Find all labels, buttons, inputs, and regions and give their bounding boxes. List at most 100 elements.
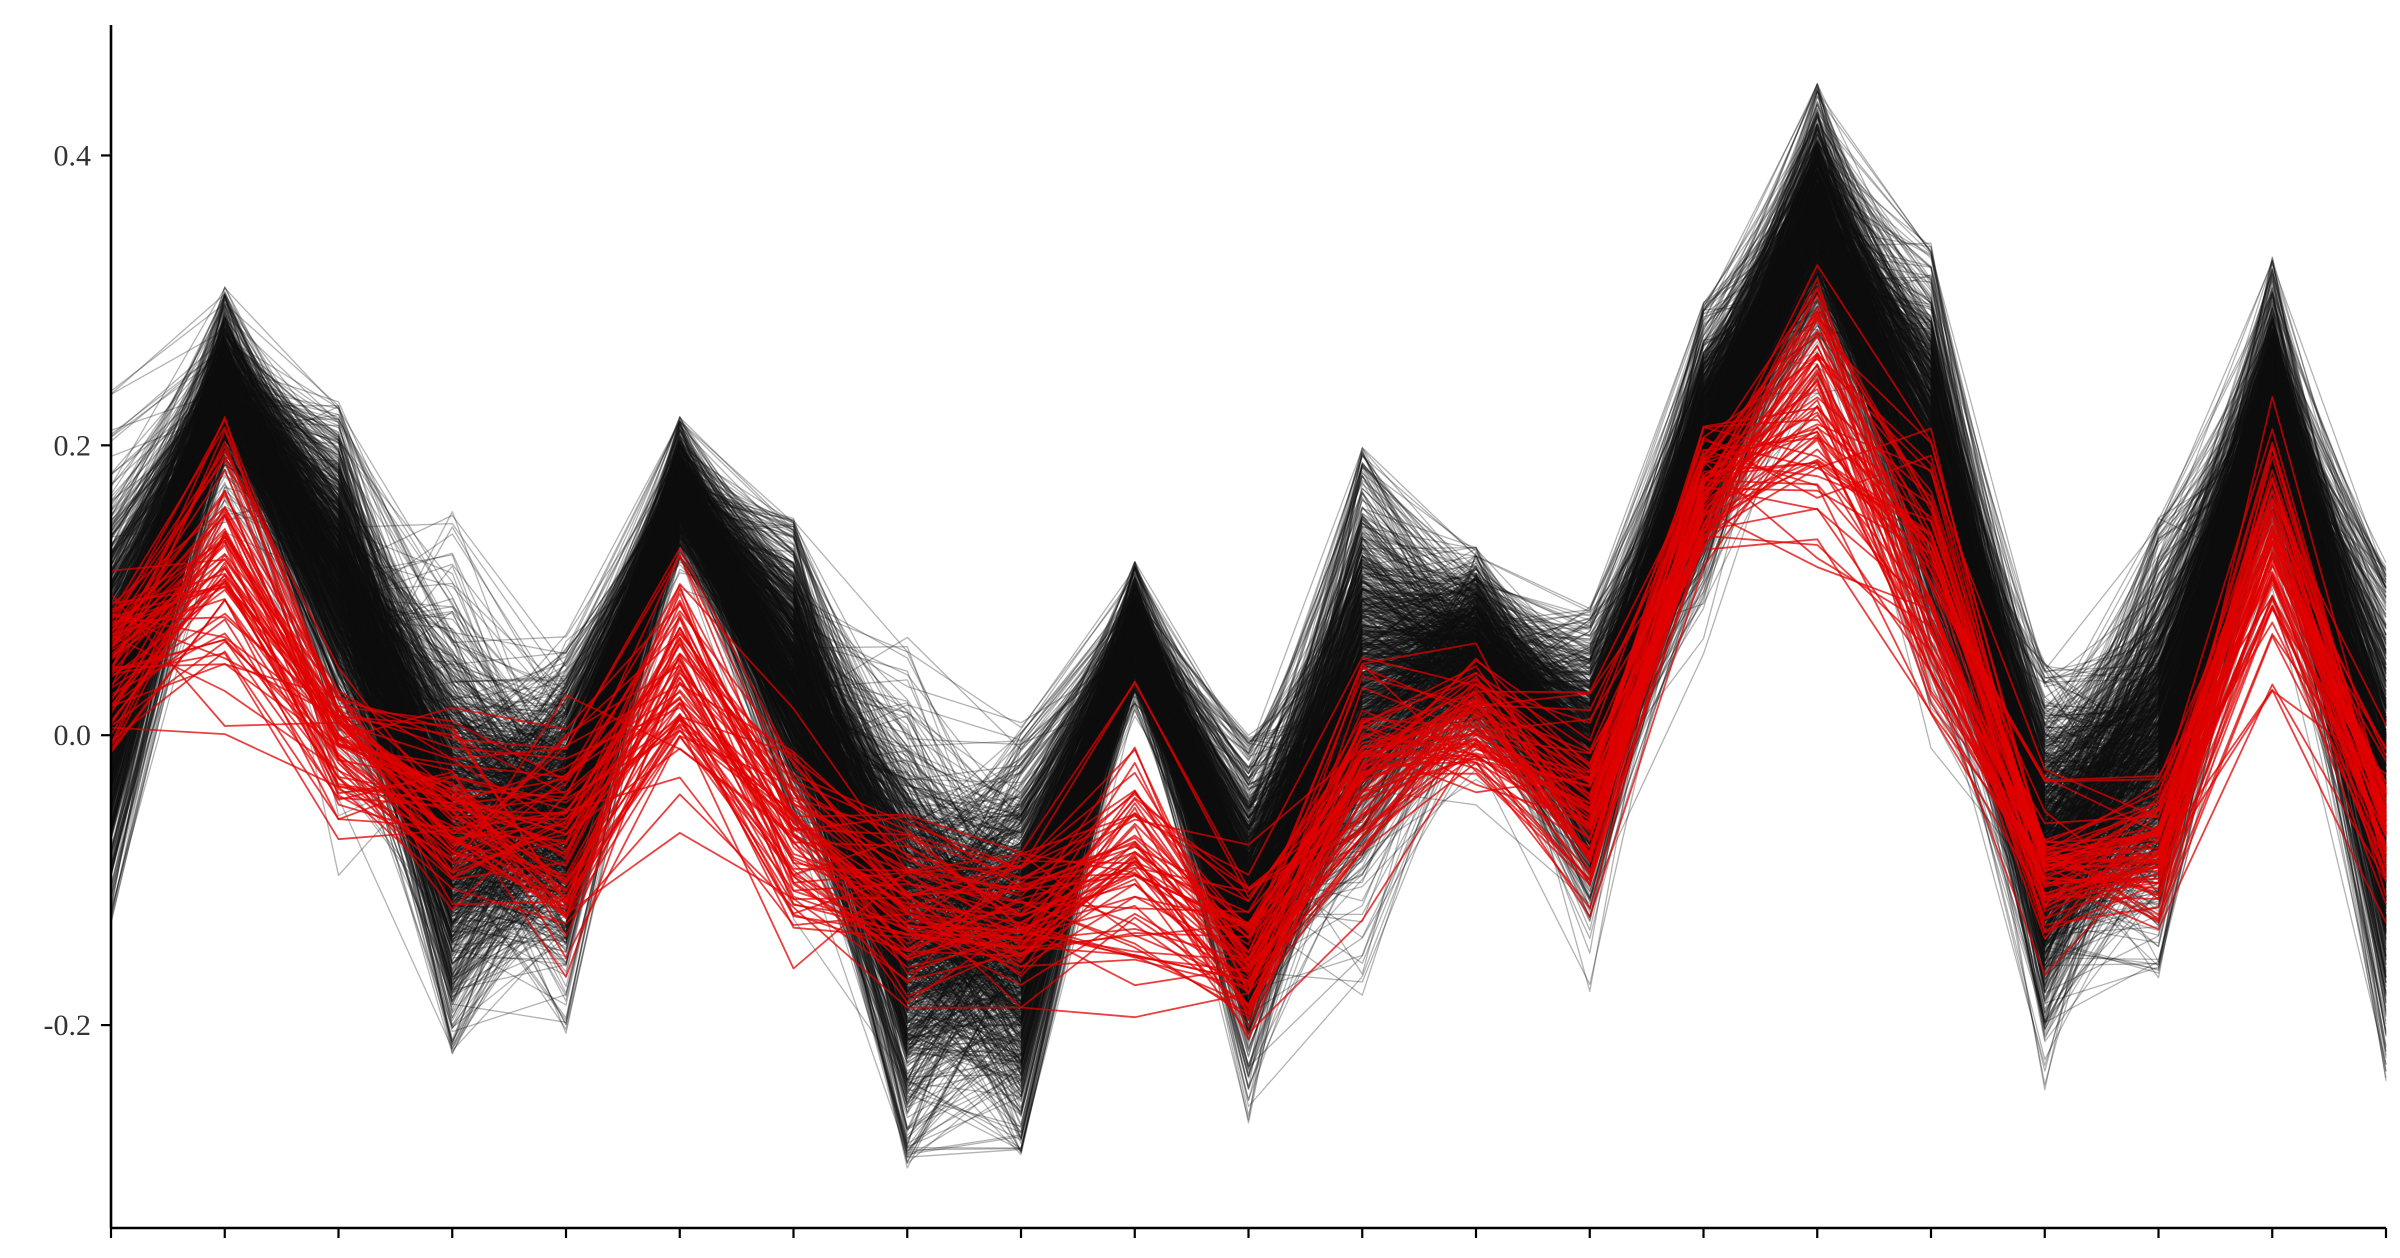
x-axis-ticks: [109, 1228, 2388, 1238]
background-series-line: [110, 235, 2387, 1147]
background-series-line: [110, 310, 2387, 1141]
background-series-line: [110, 195, 2387, 842]
background-series-line: [110, 210, 2387, 871]
background-series-line: [110, 201, 2387, 926]
background-series-line: [110, 143, 2387, 849]
background-series-line: [110, 215, 2387, 956]
background-series-line: [110, 233, 2387, 1052]
background-series-line: [110, 229, 2387, 1146]
background-series-line: [110, 143, 2387, 1018]
background-series-line: [110, 182, 2387, 1054]
background-series-line: [110, 116, 2387, 921]
background-series-line: [110, 122, 2387, 857]
background-series-line: [110, 215, 2387, 1006]
background-series-line: [110, 176, 2387, 965]
background-series-line: [110, 238, 2387, 880]
background-series-line: [110, 292, 2387, 979]
background-series-line: [110, 201, 2387, 985]
y-tick-label: 0.2: [54, 429, 92, 462]
background-series-line: [110, 164, 2387, 886]
background-series-line: [110, 159, 2387, 907]
background-series-line: [110, 217, 2387, 930]
background-series-line: [110, 177, 2387, 988]
background-series-line: [110, 133, 2387, 920]
background-series-line: [110, 87, 2387, 1032]
background-series-line: [110, 164, 2387, 976]
background-series-line: [110, 206, 2387, 911]
background-series-line: [110, 233, 2387, 1010]
background-series-line: [110, 177, 2387, 1038]
background-series-line: [110, 260, 2387, 902]
background-series-line: [110, 273, 2387, 938]
background-series-line: [110, 164, 2387, 1046]
background-series-line: [110, 217, 2387, 958]
background-series-line: [110, 217, 2387, 986]
background-series-line: [110, 160, 2387, 1068]
background-series-line: [110, 234, 2387, 1033]
background-series-line: [110, 298, 2387, 1025]
background-series-line: [110, 108, 2387, 942]
background-series-line: [110, 222, 2387, 950]
background-series-line: [110, 254, 2387, 980]
background-series-line: [110, 245, 2387, 998]
background-series-line: [110, 274, 2387, 1001]
background-series-line: [110, 263, 2387, 893]
background-series-line: [110, 213, 2387, 1006]
background-series-line: [110, 350, 2387, 1114]
background-series-line: [110, 210, 2387, 958]
background-series-line: [110, 228, 2387, 912]
background-series-line: [110, 202, 2387, 911]
background-series-line: [110, 152, 2387, 905]
background-series-line: [110, 312, 2387, 908]
background-series-line: [110, 159, 2387, 992]
background-series-line: [110, 207, 2387, 960]
background-series-line: [110, 196, 2387, 939]
background-series-line: [110, 193, 2387, 1080]
background-series-line: [110, 167, 2387, 878]
background-series-line: [110, 311, 2387, 1096]
background-series-line: [110, 197, 2387, 891]
background-series-line: [110, 188, 2387, 1038]
background-series-line: [110, 201, 2387, 884]
background-series-line: [110, 206, 2387, 1011]
background-series-line: [110, 269, 2387, 859]
background-series-line: [110, 207, 2387, 943]
background-series-line: [110, 198, 2387, 978]
background-series-line: [110, 195, 2387, 889]
background-series-line: [110, 115, 2387, 947]
background-series-line: [110, 133, 2387, 886]
background-series-line: [110, 258, 2387, 1128]
background-series-line: [110, 197, 2387, 956]
background-series-line: [110, 175, 2387, 854]
background-series-line: [110, 83, 2387, 917]
background-series-line: [110, 213, 2387, 1076]
background-series-line: [110, 279, 2387, 962]
background-series-line: [110, 184, 2387, 922]
background-series-line: [110, 240, 2387, 910]
background-series-line: [110, 251, 2387, 983]
background-series-line: [110, 203, 2387, 977]
background-series-line: [110, 253, 2387, 952]
background-series-line: [110, 148, 2387, 935]
background-series-line: [110, 167, 2387, 893]
background-series-line: [110, 173, 2387, 864]
background-series-line: [110, 216, 2387, 936]
background-series-line: [110, 248, 2387, 917]
background-series-line: [110, 142, 2387, 939]
background-series-line: [110, 292, 2387, 1065]
background-series-line: [110, 169, 2387, 945]
background-series-line: [110, 234, 2387, 922]
background-series-line: [110, 189, 2387, 977]
background-series-line: [110, 224, 2387, 1020]
background-series-line: [110, 244, 2387, 1018]
background-series-line: [110, 198, 2387, 881]
background-series-line: [110, 205, 2387, 899]
background-series-line: [110, 222, 2387, 1035]
background-series-line: [110, 201, 2387, 1040]
background-series-line: [110, 242, 2387, 1072]
background-series-line: [110, 220, 2387, 925]
background-series-line: [110, 188, 2387, 942]
background-series-line: [110, 206, 2387, 992]
background-series-line: [110, 155, 2387, 1025]
background-series-line: [110, 147, 2387, 1056]
